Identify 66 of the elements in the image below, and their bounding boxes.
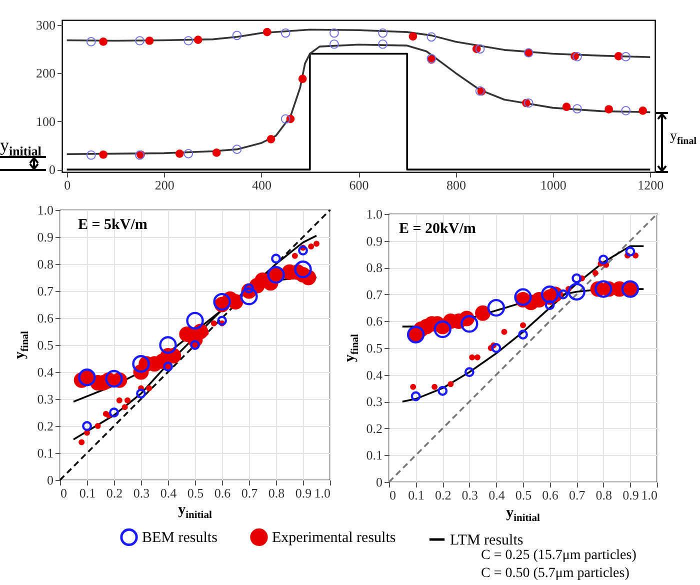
x-tick-label: 0.5 <box>187 486 204 500</box>
legend-label: Experimental results <box>272 530 396 546</box>
x-tick-label: 0.6 <box>214 486 232 500</box>
legend-label: LTM results <box>450 532 524 548</box>
y-tick-label: 0.6 <box>366 314 383 329</box>
y-tick-label: 0.9 <box>37 230 54 244</box>
y-tick-label: 0 <box>49 162 56 178</box>
x-tick-label: 800 <box>446 178 466 192</box>
y-tick-label: 0.8 <box>366 260 382 276</box>
x-tick-label: 0.5 <box>515 488 532 502</box>
y-tick-label: 0.2 <box>366 420 382 436</box>
x-tick-label: 1000 <box>540 178 566 192</box>
y-tick-label: 200 <box>36 66 56 81</box>
y-tick-label: 300 <box>36 17 56 32</box>
x-tick-label: 0.8 <box>596 488 612 502</box>
x-tick-label: 0 <box>60 486 67 500</box>
annotation: E = 5kV/m <box>78 217 148 233</box>
text: C = 0.50 (5.7μm particles) <box>481 566 630 581</box>
y-tick-label: 0.3 <box>37 392 54 406</box>
y-tick-label: 1.0 <box>366 206 382 222</box>
y-tick-label: 0.3 <box>366 394 382 410</box>
x-tick-label: 0.3 <box>462 488 478 502</box>
x-tick-label: 0.8 <box>268 486 285 500</box>
y-tick-label: 0.9 <box>366 233 382 248</box>
text: y$_{initial}$ <box>0 135 42 159</box>
x-tick-label: 0.2 <box>106 486 123 500</box>
y-tick-label: 0.2 <box>37 418 54 434</box>
x-tick-label: 400 <box>252 178 272 192</box>
y-tick-label: 0.4 <box>37 364 54 380</box>
x-tick-label: 0.9 <box>295 486 312 500</box>
x-tick-label: 0.2 <box>434 488 452 502</box>
x-tick-label: 0.1 <box>408 488 424 502</box>
x-tick-label: 0.1 <box>79 486 96 500</box>
y-tick-label: 0.4 <box>366 367 383 382</box>
x-axis-title: y$_{initial}$ <box>506 505 540 524</box>
text: y$_{final}$ <box>670 129 697 147</box>
y-tick-label: 0.5 <box>366 340 382 356</box>
x-tick-label: 0 <box>64 178 71 192</box>
y-tick-label: 0.8 <box>37 256 54 272</box>
x-axis-title: y$_{initial}$ <box>178 502 212 522</box>
x-tick-label: 0.7 <box>568 488 586 502</box>
y-tick-label: 100 <box>36 114 56 129</box>
y-tick-label: 0.5 <box>37 338 54 352</box>
x-tick-label: 0.9 <box>622 488 639 502</box>
x-tick-label: 600 <box>349 178 369 192</box>
y-tick-label: 0 <box>47 472 54 488</box>
y-tick-label: 1.0 <box>37 202 54 218</box>
x-tick-label: 0.6 <box>542 488 559 502</box>
x-tick-label: 1.0 <box>641 488 658 502</box>
x-tick-label: 0.7 <box>241 486 258 500</box>
annotation: E = 20kV/m <box>399 221 476 237</box>
text: C = 0.25 (15.7μm particles) <box>481 548 636 563</box>
x-tick-label: 0.3 <box>133 486 150 500</box>
legend-label: BEM results <box>142 530 218 546</box>
y-tick-label: 0 <box>376 474 382 490</box>
x-tick-label: 1200 <box>638 178 664 192</box>
x-tick-label: 0 <box>390 488 396 502</box>
x-tick-label: 200 <box>154 178 174 192</box>
x-tick-label: 0.4 <box>160 486 178 500</box>
y-tick-label: 0.7 <box>37 284 54 298</box>
x-tick-label: 1.0 <box>314 486 330 500</box>
y-tick-label: 0.1 <box>37 446 54 460</box>
y-tick-label: 0.7 <box>366 286 383 302</box>
y-tick-label: 0.1 <box>366 448 382 463</box>
y-tick-label: 0.6 <box>37 310 54 326</box>
x-tick-label: 0.4 <box>488 488 506 502</box>
